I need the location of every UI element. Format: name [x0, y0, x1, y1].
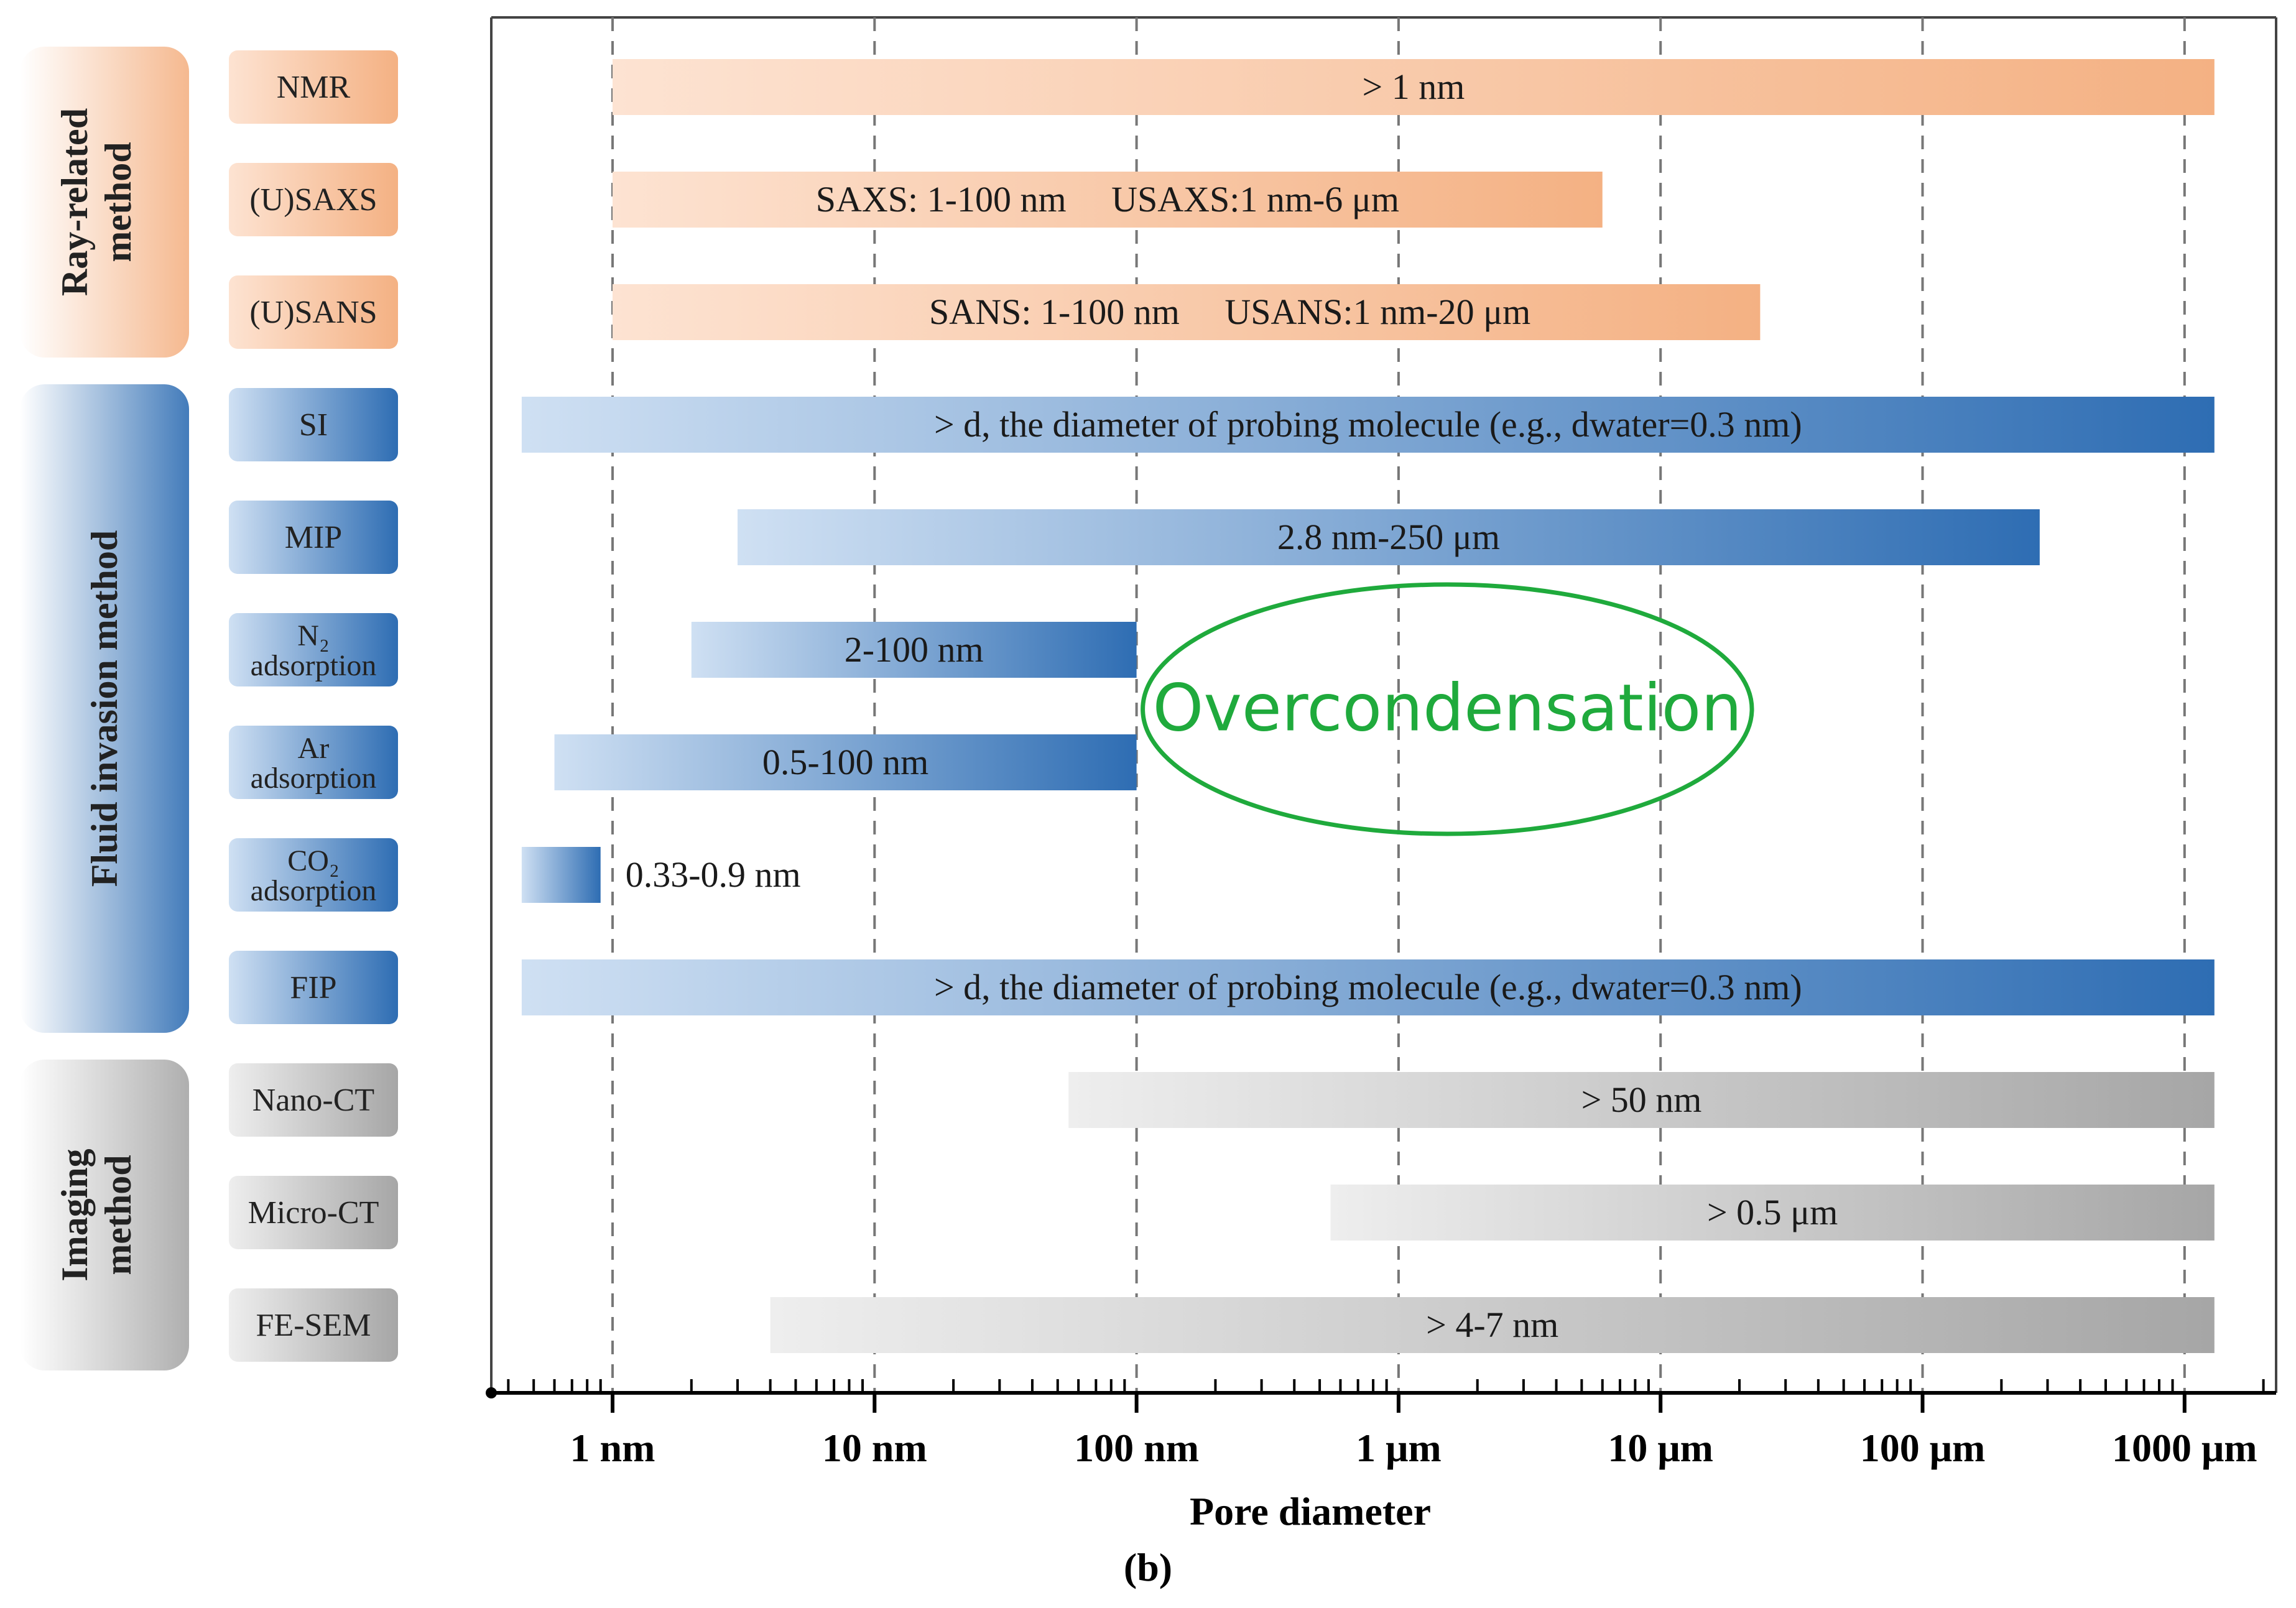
method-label: MIP [285, 520, 342, 555]
group-label: Ray-relatedmethod [54, 108, 139, 296]
range-bar [521, 847, 601, 903]
range-bar-label: 2-100 nm [845, 629, 984, 670]
method-box: Micro-CT [229, 1176, 398, 1249]
tick-label: 1000 μm [2112, 1426, 2257, 1470]
group-imaging: Imagingmethod [20, 1060, 189, 1370]
group-label: Imagingmethod [54, 1148, 139, 1281]
range-bar-label: SANS: 1-100 nm USANS:1 nm-20 μm [929, 292, 1530, 332]
method-box: NMR [229, 50, 398, 124]
method-box: (U)SAXS [229, 163, 398, 236]
range-bar-label: > d, the diameter of probing molecule (e… [934, 967, 1802, 1007]
method-box-bg [229, 388, 398, 461]
range-bar-label: > 0.5 μm [1707, 1192, 1838, 1232]
method-label-boxes: NMR(U)SAXS(U)SANSSIMIPN₂adsorptionAradso… [229, 50, 398, 1362]
method-label: SI [299, 407, 328, 443]
method-label: Nano-CT [252, 1083, 374, 1118]
range-bar [521, 959, 2215, 1015]
range-bar [738, 509, 2040, 565]
method-label: Micro-CT [248, 1195, 379, 1231]
range-bar [613, 59, 2215, 115]
method-box-bg [229, 1176, 398, 1249]
method-box-bg [229, 1288, 398, 1362]
range-bar [770, 1297, 2215, 1353]
method-box-bg [229, 951, 398, 1024]
method-label: FIP [290, 970, 336, 1005]
annotation-ellipse [1141, 582, 1754, 836]
range-bar-labels: > 1 nm SAXS: 1-100 nm USAXS:1 nm-6 μm SANS… [626, 67, 1838, 1345]
group-box [20, 47, 189, 358]
tick-label: 100 μm [1860, 1426, 1986, 1470]
group-box [20, 1060, 189, 1370]
range-bar-label: 0.5-100 nm [762, 742, 928, 782]
group-fluid: Fluid invasion method [20, 384, 189, 1033]
method-label: (U)SAXS [249, 182, 377, 218]
method-sub-label: adsorption [251, 762, 377, 795]
range-bar [1068, 1072, 2215, 1128]
method-box-bg [229, 163, 398, 236]
method-box: FIP [229, 951, 398, 1024]
method-box: FE-SEM [229, 1288, 398, 1362]
range-bar-label: > 50 nm [1581, 1079, 1702, 1120]
range-bar [691, 622, 1137, 678]
method-label: FE-SEM [256, 1308, 371, 1343]
range-bar [554, 734, 1137, 790]
method-box-bg [229, 50, 398, 124]
range-bar-label: > 4-7 nm [1426, 1305, 1558, 1345]
gridlines [611, 17, 2186, 1393]
x-axis-title: Pore diameter [1190, 1489, 1431, 1533]
method-box: Nano-CT [229, 1063, 398, 1137]
group-ray: Ray-relatedmethod [20, 47, 189, 358]
method-label: N₂ [297, 619, 329, 652]
method-label: CO₂ [287, 844, 339, 877]
range-bar [521, 397, 2215, 453]
method-sub-label: adsorption [251, 649, 377, 682]
method-box: SI [229, 388, 398, 461]
method-box-bg [229, 501, 398, 574]
plot-frame [490, 16, 2277, 1393]
range-bar-label: > d, the diameter of probing molecule (e… [934, 404, 1802, 445]
method-box-bg [229, 1063, 398, 1137]
range-bar [613, 284, 1761, 340]
range-bars [521, 59, 2215, 1353]
range-bar-label: > 1 nm [1362, 67, 1465, 107]
x-axis: 1 nm 10 nm 100 nm 1 μm 10 μm 100 μm 1000 μm [486, 1379, 2276, 1470]
tick-label: 1 nm [570, 1426, 655, 1470]
tick-label: 1 μm [1356, 1426, 1442, 1470]
figure-sub-label: (b) [1124, 1545, 1172, 1589]
group-box [20, 384, 189, 1033]
method-label: (U)SANS [249, 295, 377, 330]
range-bar [1330, 1185, 2215, 1241]
tick-label: 10 nm [822, 1426, 927, 1470]
overcondensation-annotation: Overcondensation [1141, 582, 1754, 836]
method-label: NMR [277, 70, 351, 105]
range-bar-label: SAXS: 1-100 nm USAXS:1 nm-6 μm [816, 179, 1399, 219]
tick-label: 100 nm [1074, 1426, 1199, 1470]
method-group-boxes: Ray-relatedmethod Fluid invasion method Im… [20, 47, 189, 1370]
group-label: Fluid invasion method [84, 530, 125, 887]
method-box-bg [229, 613, 398, 686]
method-box-bg [229, 275, 398, 349]
range-bar-label: 2.8 nm-250 μm [1277, 517, 1500, 557]
method-box-bg [229, 726, 398, 799]
method-sub-label: adsorption [251, 874, 377, 907]
method-label: Ar [298, 732, 330, 765]
tick-label: 10 μm [1608, 1426, 1713, 1470]
method-box-bg [229, 838, 398, 912]
range-bar-label: 0.33-0.9 nm [626, 854, 801, 895]
range-bar [613, 172, 1603, 228]
annotation-text: Overcondensation [1152, 670, 1742, 746]
method-box: (U)SANS [229, 275, 398, 349]
axis-origin [486, 1387, 497, 1398]
method-box: MIP [229, 501, 398, 574]
